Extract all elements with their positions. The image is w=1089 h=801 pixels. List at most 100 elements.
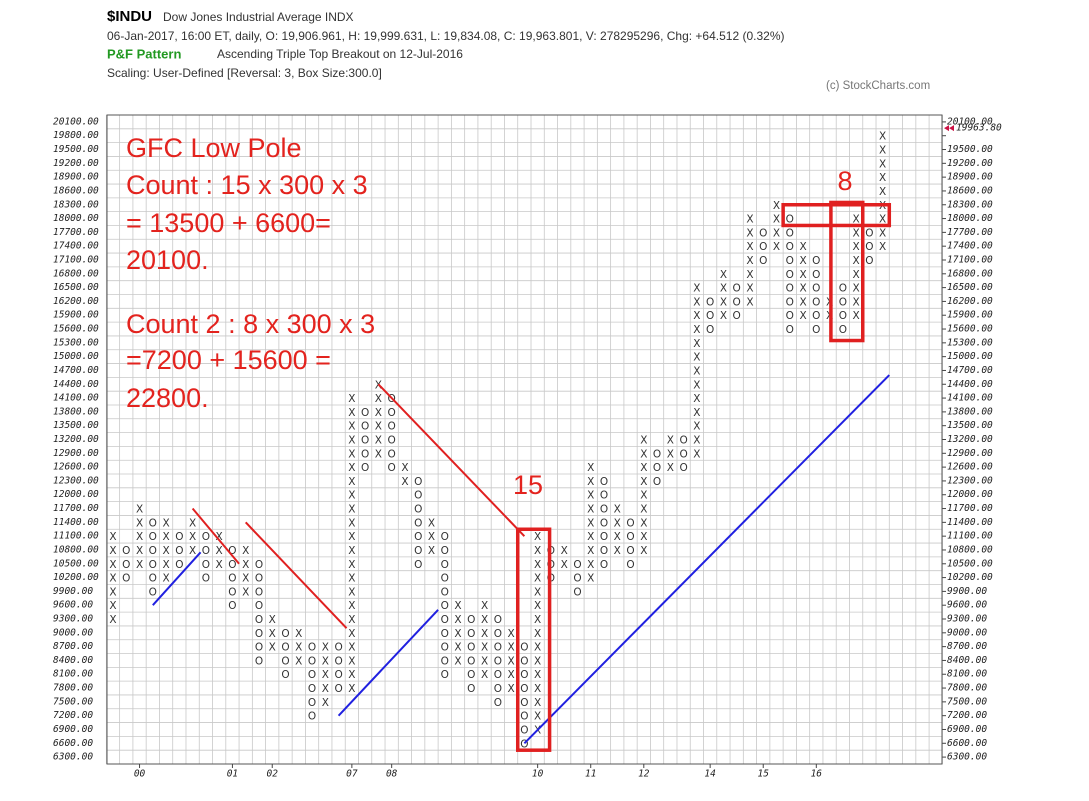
x-box: X xyxy=(136,517,143,529)
x-box: X xyxy=(587,559,594,571)
y-tick-label-right: 12600.00 xyxy=(947,462,993,473)
o-box: O xyxy=(361,407,369,419)
x-box: X xyxy=(428,517,435,529)
y-tick-label-right: 9300.00 xyxy=(947,614,987,625)
x-tick-label: 07 xyxy=(346,769,358,780)
o-box: O xyxy=(149,586,157,598)
x-box: X xyxy=(481,669,488,681)
y-tick-label: 8400.00 xyxy=(53,655,93,666)
x-box: X xyxy=(348,614,355,626)
x-box: X xyxy=(162,517,169,529)
o-box: O xyxy=(441,628,449,640)
x-box: X xyxy=(348,393,355,405)
o-box: O xyxy=(255,642,263,654)
x-box: X xyxy=(348,586,355,598)
x-box: X xyxy=(481,614,488,626)
o-box: O xyxy=(414,504,422,516)
o-box: O xyxy=(388,448,396,460)
y-tick-label-right: 10500.00 xyxy=(947,558,993,569)
y-tick-label: 8100.00 xyxy=(53,669,93,680)
o-box: O xyxy=(361,462,369,474)
o-box: O xyxy=(414,559,422,571)
x-box: X xyxy=(348,531,355,543)
o-box: O xyxy=(839,324,847,336)
x-box: X xyxy=(162,559,169,571)
o-box: O xyxy=(759,241,767,253)
x-box: X xyxy=(189,517,196,529)
x-box: X xyxy=(587,462,594,474)
o-box: O xyxy=(414,490,422,502)
x-box: X xyxy=(693,352,700,364)
x-box: X xyxy=(295,655,302,667)
x-box: X xyxy=(614,531,621,543)
x-box: X xyxy=(693,296,700,308)
pnf-column: XXX xyxy=(667,435,674,475)
x-box: X xyxy=(295,642,302,654)
o-box: O xyxy=(653,462,661,474)
o-box: O xyxy=(786,324,794,336)
o-box: O xyxy=(175,559,183,571)
x-box: X xyxy=(853,241,860,253)
o-box: O xyxy=(786,269,794,281)
y-tick-label-right: 15900.00 xyxy=(947,310,993,321)
o-box: O xyxy=(388,407,396,419)
y-tick-label-right: 18000.00 xyxy=(947,213,993,224)
x-box: X xyxy=(454,614,461,626)
o-box: O xyxy=(573,586,581,598)
annotation: 22800. xyxy=(126,383,209,413)
y-tick-label-right: 16500.00 xyxy=(947,282,993,293)
x-box: X xyxy=(295,628,302,640)
x-box: X xyxy=(640,517,647,529)
o-box: O xyxy=(441,600,449,612)
o-box: O xyxy=(812,296,820,308)
pnf-column: XXX xyxy=(189,517,196,557)
y-tick-label: 16200.00 xyxy=(53,296,99,307)
y-tick-label: 9300.00 xyxy=(53,614,93,625)
x-box: X xyxy=(162,573,169,585)
pnf-column: OOO xyxy=(679,435,687,475)
o-box: O xyxy=(573,573,581,585)
o-box: O xyxy=(441,655,449,667)
x-box: X xyxy=(534,628,541,640)
x-box: X xyxy=(428,531,435,543)
x-tick-label: 01 xyxy=(227,769,238,780)
x-box: X xyxy=(799,255,806,267)
x-tick-label: 02 xyxy=(267,769,279,780)
x-box: X xyxy=(561,559,568,571)
x-box: X xyxy=(534,614,541,626)
pnf-column: XX xyxy=(561,545,568,571)
x-box: X xyxy=(375,407,382,419)
o-box: O xyxy=(626,545,634,557)
y-tick-label: 14100.00 xyxy=(53,393,99,404)
y-tick-label: 15900.00 xyxy=(53,310,99,321)
o-box: O xyxy=(414,517,422,529)
x-box: X xyxy=(136,545,143,557)
o-box: O xyxy=(733,283,741,295)
x-box: X xyxy=(587,490,594,502)
o-box: O xyxy=(653,476,661,488)
o-box: O xyxy=(520,738,528,750)
y-tick-label: 17400.00 xyxy=(53,241,99,252)
y-tick-label: 14700.00 xyxy=(53,365,99,376)
y-tick-label-right: 15000.00 xyxy=(947,351,993,362)
o-box: O xyxy=(812,269,820,281)
o-box: O xyxy=(308,642,316,654)
x-box: X xyxy=(109,545,116,557)
o-box: O xyxy=(202,559,210,571)
x-box: X xyxy=(109,559,116,571)
x-box: X xyxy=(693,393,700,405)
o-box: O xyxy=(786,255,794,267)
o-box: O xyxy=(812,283,820,295)
y-tick-label-right: 9600.00 xyxy=(947,600,987,611)
o-box: O xyxy=(441,669,449,681)
o-box: O xyxy=(494,683,502,695)
x-box: X xyxy=(746,214,753,226)
